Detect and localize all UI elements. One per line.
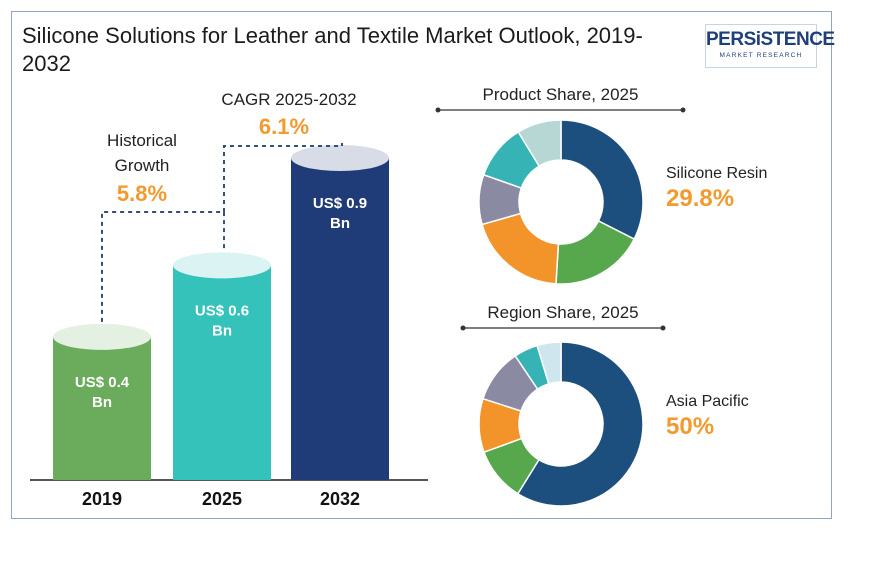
donut-product-highlight-value: 29.8%: [666, 185, 734, 212]
donut-region-title: Region Share, 2025: [487, 303, 638, 322]
historical-label-line2: Growth: [115, 156, 170, 175]
persistence-logo: PERSiSTENCE MARKET RESEARCH: [705, 24, 835, 68]
donut-product-slice-2: [481, 212, 560, 285]
historical-connector: [101, 211, 225, 322]
donut-region-highlight-value: 50%: [666, 413, 714, 440]
donut-product-rule-dot-right: [680, 107, 686, 113]
donut-product-slice-5: [517, 119, 562, 168]
donut-product-rule-dot-left: [435, 107, 441, 113]
cagr-value: 6.1%: [259, 114, 309, 139]
bar-value-label-2025: US$ 0.6: [195, 302, 249, 319]
bar-value-unit-2025: Bn: [212, 322, 232, 339]
bar-top-2025: [173, 252, 271, 279]
donut-product-slice-0: [560, 119, 644, 241]
historical-label: Historical: [107, 131, 177, 150]
bar-value-unit-2032: Bn: [330, 215, 350, 232]
donut-product-title: Product Share, 2025: [483, 85, 639, 104]
bar-2019: [53, 336, 151, 480]
donut-region-slice-0: [516, 341, 644, 507]
logo-brand: PERSiSTENCE: [706, 29, 835, 50]
historical-value: 5.8%: [117, 181, 167, 206]
bar-value-unit-2019: Bn: [92, 394, 112, 411]
cagr-connector: [223, 143, 343, 212]
x-tick-2025: 2025: [202, 489, 242, 509]
bar-top-2019: [53, 323, 151, 350]
x-tick-2032: 2032: [320, 489, 360, 509]
bar-2032: [291, 158, 389, 480]
donut-product-highlight-label: Silicone Resin: [666, 165, 767, 182]
donut-region-highlight-label: Asia Pacific: [666, 393, 749, 410]
bar-2025: [173, 265, 271, 480]
logo-subtitle: MARKET RESEARCH: [719, 52, 803, 59]
x-tick-2019: 2019: [82, 489, 122, 509]
chart-title: Silicone Solutions for Leather and Texti…: [22, 23, 643, 76]
donut-region-rule-dot-right: [660, 325, 666, 331]
bar-value-label-2032: US$ 0.9: [313, 195, 367, 212]
cagr-label: CAGR 2025-2032: [221, 90, 356, 109]
bar-top-2032: [291, 145, 389, 171]
donut-region-rule-dot-left: [460, 325, 466, 331]
bar-value-label-2019: US$ 0.4: [75, 374, 130, 391]
donut-region-slice-5: [536, 341, 562, 385]
